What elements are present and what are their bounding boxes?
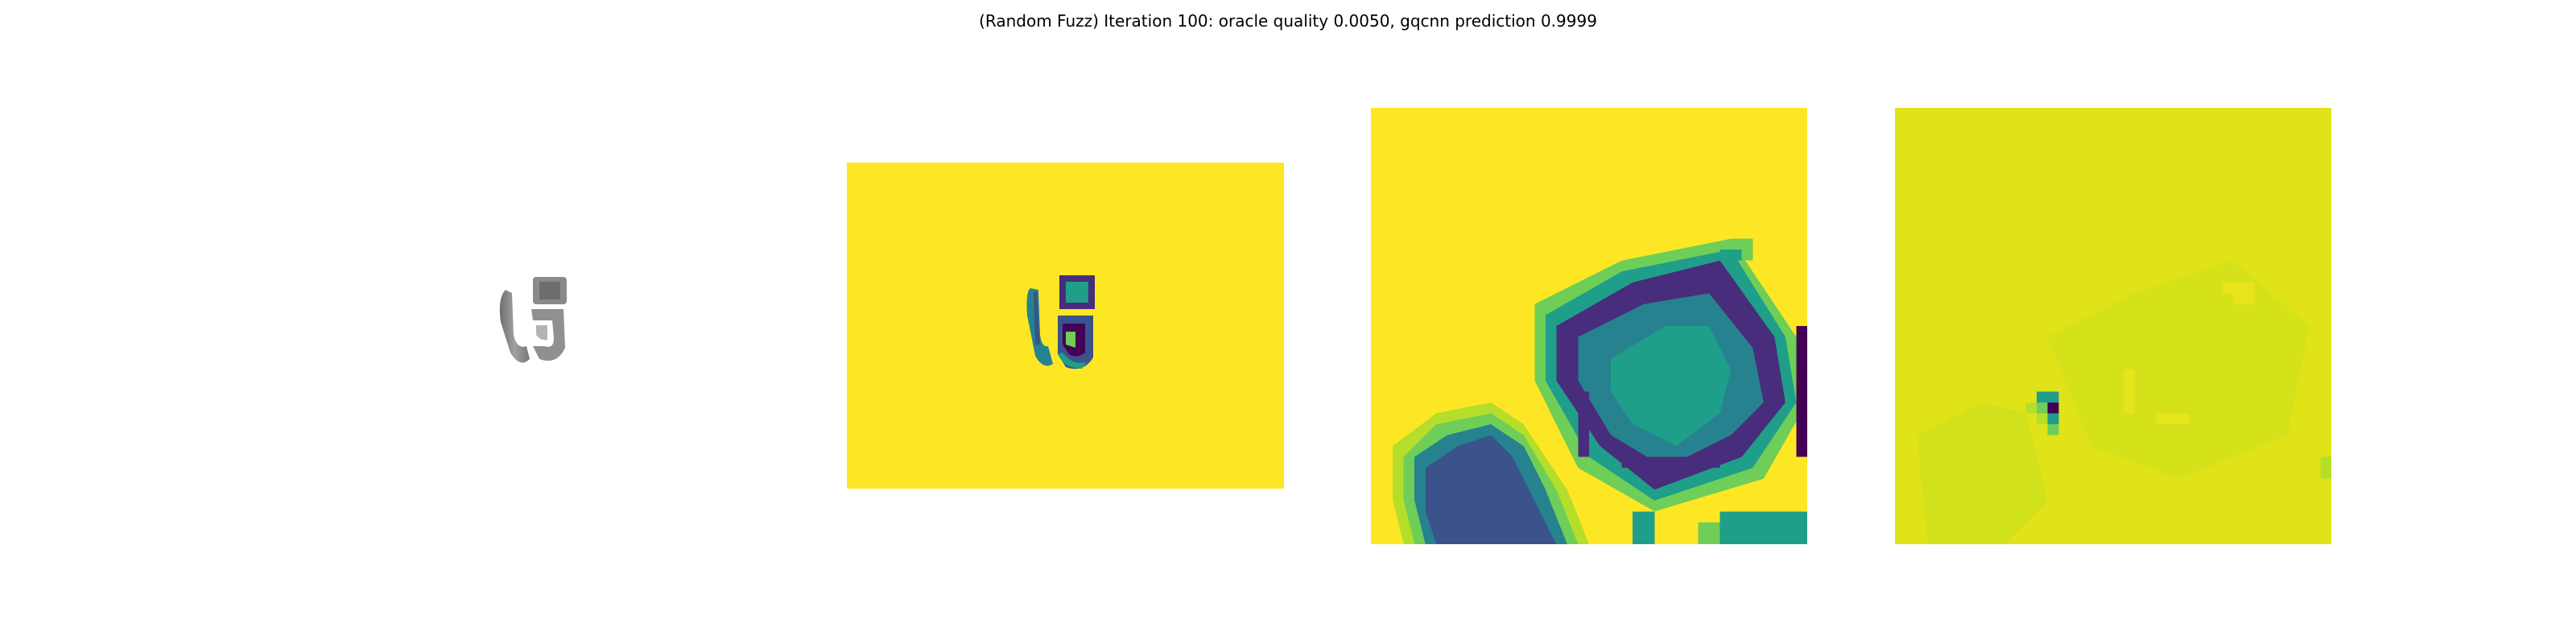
object-render-image: [499, 277, 567, 363]
saliency-map-image: [1895, 108, 2331, 544]
saliency-map-panel: [1895, 108, 2331, 544]
cropped-depth-image: [1371, 108, 1807, 544]
object-render-panel: [483, 258, 612, 386]
cropped-depth-panel: [1371, 108, 1807, 544]
depth-image: [847, 163, 1284, 489]
figure-title: (Random Fuzz) Iteration 100: oracle qual…: [979, 11, 1597, 31]
depth-image-panel: [847, 163, 1284, 489]
